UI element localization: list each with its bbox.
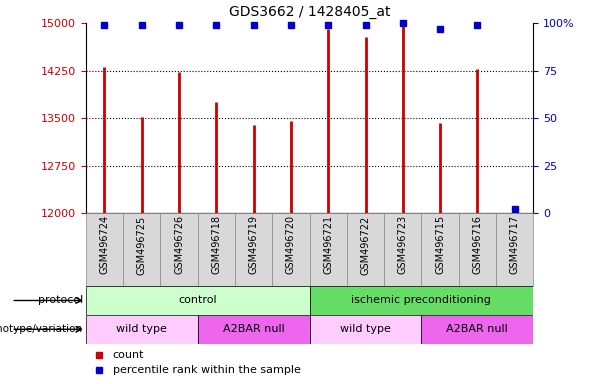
Text: genotype/variation: genotype/variation [0, 324, 83, 334]
Bar [347, 213, 384, 286]
Bar [123, 213, 161, 286]
Text: GSM496722: GSM496722 [360, 215, 370, 275]
Text: A2BAR null: A2BAR null [446, 324, 508, 334]
Text: control: control [178, 295, 217, 306]
Bar [496, 213, 533, 286]
Bar [272, 213, 310, 286]
Bar [310, 315, 421, 344]
Text: GSM496725: GSM496725 [137, 215, 147, 275]
Text: GSM496723: GSM496723 [398, 215, 408, 275]
Text: GSM496726: GSM496726 [174, 215, 184, 275]
Text: percentile rank within the sample: percentile rank within the sample [113, 366, 300, 376]
Text: GSM496721: GSM496721 [323, 215, 333, 275]
Bar [197, 315, 310, 344]
Text: count: count [113, 350, 144, 360]
Text: GSM496717: GSM496717 [509, 215, 520, 275]
Text: GSM496724: GSM496724 [99, 215, 110, 275]
Bar [86, 315, 197, 344]
Text: GSM496715: GSM496715 [435, 215, 445, 275]
Text: wild type: wild type [116, 324, 167, 334]
Bar [161, 213, 197, 286]
Bar [86, 213, 123, 286]
Bar [310, 213, 347, 286]
Text: GSM496718: GSM496718 [211, 215, 221, 274]
Bar [384, 213, 421, 286]
Bar [421, 213, 459, 286]
Bar [459, 213, 496, 286]
Bar [421, 315, 533, 344]
Text: wild type: wild type [340, 324, 391, 334]
Text: protocol: protocol [37, 295, 83, 306]
Bar [310, 286, 533, 315]
Bar [235, 213, 272, 286]
Title: GDS3662 / 1428405_at: GDS3662 / 1428405_at [229, 5, 390, 19]
Bar [86, 286, 310, 315]
Text: A2BAR null: A2BAR null [223, 324, 284, 334]
Text: GSM496719: GSM496719 [249, 215, 259, 274]
Text: GSM496720: GSM496720 [286, 215, 296, 275]
Text: ischemic preconditioning: ischemic preconditioning [351, 295, 492, 306]
Text: GSM496716: GSM496716 [473, 215, 482, 274]
Bar [197, 213, 235, 286]
